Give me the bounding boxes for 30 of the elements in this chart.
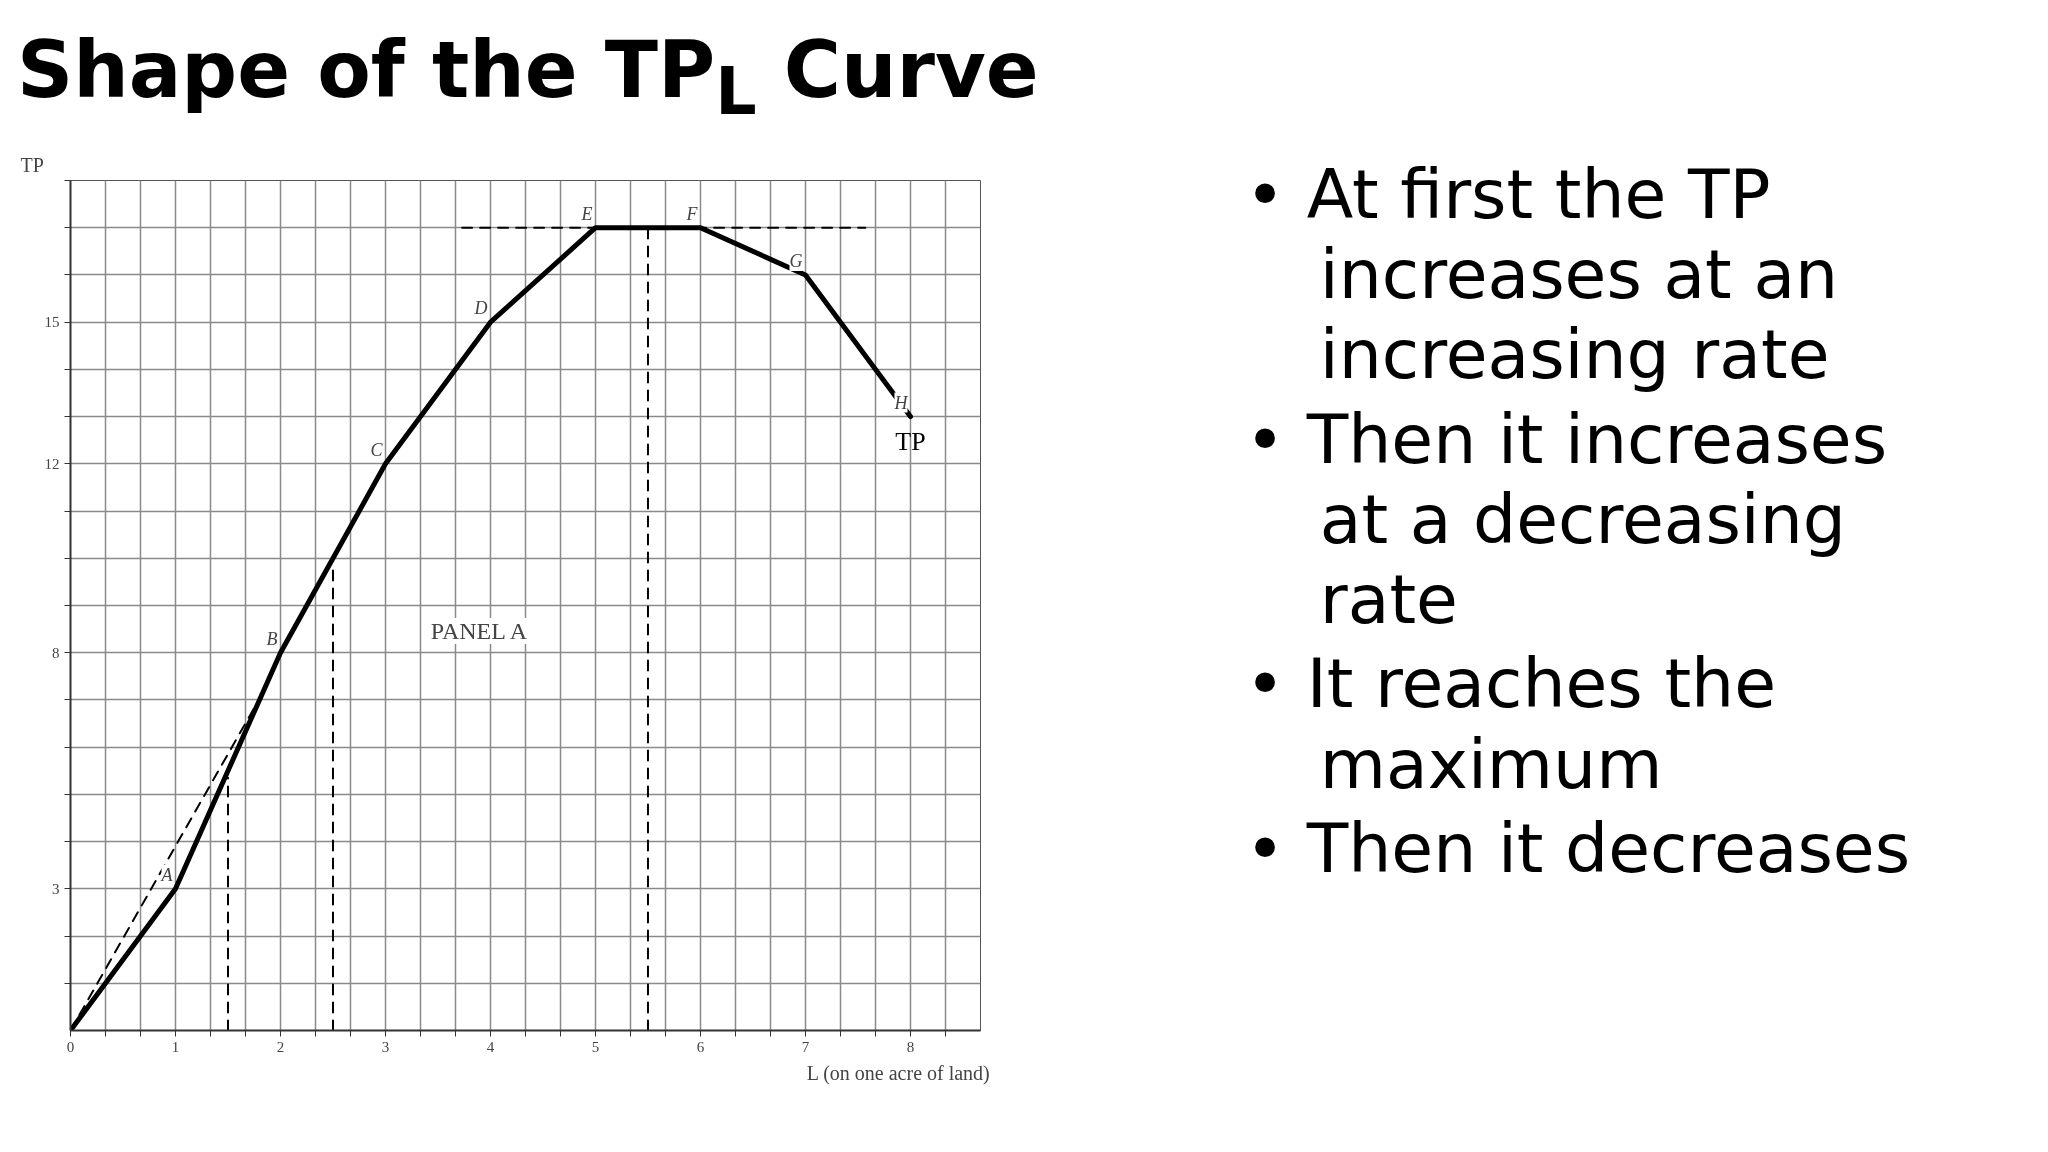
x-axis-title: L (on one acre of land): [806, 1061, 990, 1085]
x-tick-label: 5: [591, 1038, 600, 1055]
annotation: B: [266, 628, 278, 649]
annotation: A: [160, 864, 174, 885]
text: • Then it increases at a decreasing rate: [1245, 399, 1889, 641]
text: • At first the TP increases at an increasing rate: [1245, 155, 1840, 396]
annotation: PANEL A: [430, 618, 528, 644]
annotation: G: [789, 250, 803, 271]
y-tick-label: 3: [52, 880, 60, 897]
x-tick-label: 1: [171, 1038, 180, 1055]
annotation: F: [685, 203, 699, 224]
text: • Then it decreases: [1245, 808, 1912, 890]
x-tick-label: 6: [696, 1038, 705, 1055]
y-tick-label: 12: [44, 455, 60, 472]
x-tick-label: 7: [801, 1038, 810, 1055]
x-tick-label: 3: [381, 1038, 390, 1055]
annotation: D: [473, 298, 488, 319]
series-label: TP: [895, 426, 926, 456]
annotation: E: [580, 203, 593, 224]
annotation: H: [893, 392, 909, 413]
x-tick-label: 0: [66, 1038, 75, 1055]
y-axis-title: TP: [20, 153, 44, 176]
x-tick-label: 8: [906, 1038, 915, 1055]
text: • It reaches the maximum: [1245, 644, 1777, 805]
x-tick-label: 4: [486, 1038, 495, 1055]
y-tick-label: 15: [44, 314, 60, 331]
annotation: C: [370, 439, 384, 460]
x-tick-label: 2: [276, 1038, 285, 1055]
y-tick-label: 8: [52, 644, 60, 661]
chart-title: Shape of the TP$_{L}$ Curve: [17, 24, 1039, 131]
